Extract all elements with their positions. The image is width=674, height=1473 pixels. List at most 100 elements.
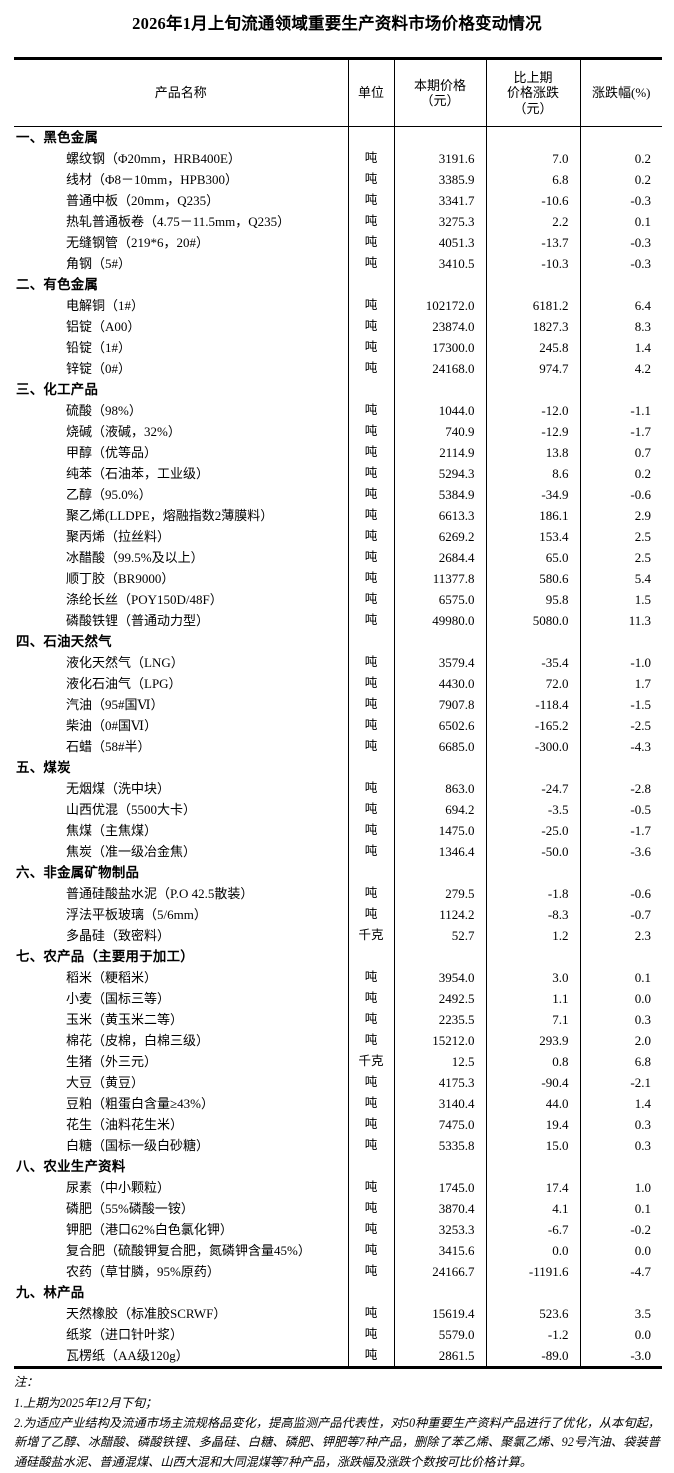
table-row: 纯苯（石油苯，工业级） 吨 5294.3 8.6 0.2 (14, 463, 662, 485)
percent-change-value: 2.5 (579, 547, 662, 569)
percent-change-value: 1.7 (579, 673, 662, 695)
percent-change-value (579, 862, 662, 884)
current-price-value (393, 1282, 486, 1304)
percent-change-value: -0.3 (579, 190, 662, 212)
price-change-line2: 价格涨跌 (506, 85, 559, 101)
price-change-line1: 比上期 (513, 70, 553, 86)
product-name: 线材（Φ8－10mm，HPB300） (66, 172, 239, 188)
percent-change-value (579, 274, 662, 296)
current-price-value: 3415.6 (393, 1240, 486, 1262)
product-unit: 千克 (347, 925, 394, 947)
percent-change-value: -0.5 (579, 799, 662, 821)
product-unit (347, 1282, 394, 1304)
product-unit: 吨 (347, 610, 394, 632)
price-change-value: -1.8 (485, 883, 580, 905)
price-change-value: -25.0 (485, 820, 580, 842)
product-name: 普通硅酸盐水泥（P.O 42.5散装） (66, 886, 254, 902)
note-item-1: 1.上期为2025年12月下旬； (14, 1395, 158, 1410)
product-unit: 吨 (347, 442, 394, 464)
price-change-value: 8.6 (485, 463, 580, 485)
table-row: 花生（油料花生米） 吨 7475.0 19.4 0.3 (14, 1114, 662, 1136)
table-header-row: 产品名称 单位 本期价格 （元） 比上期 价格涨跌 （元） 涨跌幅(%) (14, 57, 662, 128)
percent-change-value: 2.5 (579, 526, 662, 548)
product-unit: 吨 (347, 736, 394, 758)
percent-change-value: 3.5 (579, 1303, 662, 1325)
price-change-value: 72.0 (485, 673, 580, 695)
current-price-value: 5294.3 (393, 463, 486, 485)
product-unit: 吨 (347, 1009, 394, 1031)
percent-change-value: -0.3 (579, 232, 662, 254)
product-unit: 吨 (347, 295, 394, 317)
current-price-value: 5384.9 (393, 484, 486, 506)
percent-change-value: 0.1 (579, 967, 662, 989)
product-unit: 吨 (347, 148, 394, 170)
percent-change-value: -1.0 (579, 652, 662, 674)
product-name: 锌锭（0#） (66, 361, 132, 377)
product-name: 涤纶长丝（POY150D/48F） (66, 592, 223, 608)
table-row: 普通中板（20mm，Q235） 吨 3341.7 -10.6 -0.3 (14, 190, 662, 212)
price-change-value: 95.8 (485, 589, 580, 611)
price-change-value: 3.0 (485, 967, 580, 989)
current-price-value: 3275.3 (393, 211, 486, 233)
product-name: 焦煤（主焦煤） (66, 823, 158, 839)
percent-change-value: 0.0 (579, 988, 662, 1010)
current-price-value: 24166.7 (393, 1261, 486, 1283)
table-row: 生猪（外三元） 千克 12.5 0.8 6.8 (14, 1051, 662, 1073)
table-row: 焦炭（准一级冶金焦） 吨 1346.4 -50.0 -3.6 (14, 841, 662, 863)
price-change-value: 2.2 (485, 211, 580, 233)
price-table: 产品名称 单位 本期价格 （元） 比上期 价格涨跌 （元） 涨跌幅(%) 一、黑… (14, 57, 662, 1370)
percent-change-value: 0.3 (579, 1135, 662, 1157)
price-report-page: 2026年1月上旬流通领域重要生产资料市场价格变动情况 产品名称 单位 本期价格… (14, 14, 662, 1469)
current-price-line1: 本期价格 (413, 77, 466, 93)
product-unit: 吨 (347, 1177, 394, 1199)
price-change-value: -3.5 (485, 799, 580, 821)
table-row: 无缝钢管（219*6，20#） 吨 4051.3 -13.7 -0.3 (14, 232, 662, 254)
product-name: 尿素（中小颗粒） (66, 1180, 171, 1196)
percent-change-value: 0.0 (579, 1324, 662, 1346)
product-name: 棉花（皮棉，白棉三级） (66, 1033, 210, 1049)
current-price-value: 7907.8 (393, 694, 486, 716)
table-section-row: 六、非金属矿物制品 (14, 862, 662, 884)
price-change-value: 13.8 (485, 442, 580, 464)
percent-change-value: 0.2 (579, 148, 662, 170)
table-row: 磷酸铁锂（普通动力型） 吨 49980.0 5080.0 11.3 (14, 610, 662, 632)
notes-block: 注： 1.上期为2025年12月下旬； 2.为适应产业结构及流通市场主流规格品变… (14, 1373, 660, 1473)
percent-change-value (579, 757, 662, 779)
product-unit: 吨 (347, 1030, 394, 1052)
current-price-value: 3954.0 (393, 967, 486, 989)
price-change-value: 5080.0 (485, 610, 580, 632)
percent-change-value: -0.7 (579, 904, 662, 926)
section-label: 九、林产品 (16, 1285, 85, 1301)
current-price-line2: （元） (420, 93, 460, 109)
table-section-row: 八、农业生产资料 (14, 1156, 662, 1178)
product-name: 无烟煤（洗中块） (66, 781, 171, 797)
product-unit: 吨 (347, 715, 394, 737)
product-name: 电解铜（1#） (66, 298, 145, 314)
current-price-value: 1745.0 (393, 1177, 486, 1199)
percent-change-value: 0.2 (579, 169, 662, 191)
price-change-value: 19.4 (485, 1114, 580, 1136)
table-section-row: 五、煤炭 (14, 757, 662, 779)
table-row: 螺纹钢（Φ20mm，HRB400E） 吨 3191.6 7.0 0.2 (14, 148, 662, 170)
table-row: 石蜡（58#半） 吨 6685.0 -300.0 -4.3 (14, 736, 662, 758)
column-header-price-change: 比上期 价格涨跌 （元） (485, 57, 580, 128)
price-change-value: -165.2 (485, 715, 580, 737)
percent-change-value: 2.0 (579, 1030, 662, 1052)
table-row: 乙醇（95.0%） 吨 5384.9 -34.9 -0.6 (14, 484, 662, 506)
table-row: 液化石油气（LPG） 吨 4430.0 72.0 1.7 (14, 673, 662, 695)
current-price-value: 17300.0 (393, 337, 486, 359)
percent-change-value: 2.9 (579, 505, 662, 527)
price-change-value: 1.2 (485, 925, 580, 947)
product-unit: 吨 (347, 1324, 394, 1346)
current-price-value (393, 379, 486, 401)
current-price-value (393, 126, 486, 149)
percent-change-value: 8.3 (579, 316, 662, 338)
current-price-value: 4051.3 (393, 232, 486, 254)
current-price-value: 3385.9 (393, 169, 486, 191)
product-unit: 千克 (347, 1051, 394, 1073)
percent-change-value: -4.7 (579, 1261, 662, 1283)
price-change-value: -34.9 (485, 484, 580, 506)
table-row: 烧碱（液碱，32%） 吨 740.9 -12.9 -1.7 (14, 421, 662, 443)
section-label: 三、化工产品 (16, 382, 99, 398)
product-unit (347, 379, 394, 401)
